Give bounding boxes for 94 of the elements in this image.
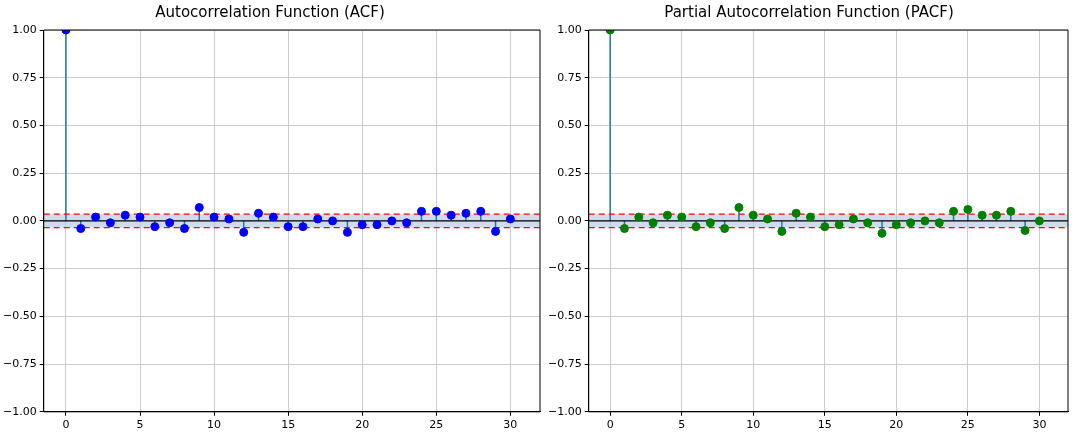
point	[194, 203, 204, 213]
point	[105, 218, 115, 228]
y-tick-label: 1.00	[12, 22, 37, 36]
point	[313, 214, 323, 224]
point	[777, 226, 787, 236]
point	[720, 224, 730, 234]
point	[283, 222, 293, 232]
point	[820, 222, 830, 232]
point	[387, 216, 397, 226]
x-tick-label: 25	[429, 418, 444, 432]
point	[446, 210, 456, 220]
point	[991, 210, 1001, 220]
point	[648, 218, 658, 228]
x-tick-label: 15	[281, 418, 296, 432]
point	[963, 204, 973, 214]
point	[402, 218, 412, 228]
point	[705, 218, 715, 228]
point	[328, 216, 338, 226]
y-tick-label: 0.00	[12, 213, 37, 227]
x-tick-label: 10	[207, 418, 222, 432]
point	[254, 208, 264, 218]
point	[416, 206, 426, 216]
y-tick-label: 1.00	[557, 22, 582, 36]
y-tick-label: 0.50	[12, 118, 37, 132]
point	[461, 208, 471, 218]
point	[1006, 206, 1016, 216]
point	[619, 224, 629, 234]
point	[734, 203, 744, 213]
point	[949, 206, 959, 216]
y-tick-label: −0.25	[2, 261, 37, 275]
x-tick-label: 5	[678, 418, 686, 432]
point	[91, 212, 101, 222]
point	[298, 222, 308, 232]
point	[431, 206, 441, 216]
x-tick-label: 20	[355, 418, 370, 432]
point	[224, 214, 234, 224]
y-tick-label: 0.75	[12, 70, 37, 84]
x-tick-label: 0	[606, 418, 614, 432]
point	[877, 228, 887, 238]
point	[848, 214, 858, 224]
point	[491, 226, 501, 236]
point	[891, 220, 901, 230]
point	[120, 210, 130, 220]
point	[763, 214, 773, 224]
point	[476, 206, 486, 216]
point	[357, 220, 367, 230]
y-tick-label: 0.75	[557, 70, 582, 84]
x-tick-label: 0	[62, 418, 70, 432]
y-tick-label: 0.50	[557, 118, 582, 132]
y-tick-label: 0.25	[557, 166, 582, 180]
point	[662, 210, 672, 220]
point	[791, 208, 801, 218]
y-tick-label: −1.00	[2, 404, 37, 418]
point	[920, 216, 930, 226]
point	[342, 227, 352, 237]
x-tick-label: 15	[817, 418, 832, 432]
point	[691, 222, 701, 232]
point	[677, 212, 687, 222]
point	[239, 227, 249, 237]
point	[179, 224, 189, 234]
y-tick-label: −0.50	[2, 309, 37, 323]
point	[863, 218, 873, 228]
y-tick-label: −0.75	[2, 356, 37, 370]
point	[977, 210, 987, 220]
y-tick-label: −0.50	[547, 309, 582, 323]
point	[76, 224, 86, 234]
y-tick-label: −0.75	[547, 356, 582, 370]
chart-title: Partial Autocorrelation Function (PACF)	[664, 2, 954, 21]
point	[634, 212, 644, 222]
x-tick-label: 10	[746, 418, 761, 432]
x-tick-label: 5	[136, 418, 144, 432]
point	[934, 218, 944, 228]
point	[505, 214, 515, 224]
chart-title: Autocorrelation Function (ACF)	[155, 2, 385, 21]
point	[1020, 225, 1030, 235]
point	[748, 210, 758, 220]
point	[135, 212, 145, 222]
point	[165, 218, 175, 228]
point	[906, 218, 916, 228]
x-tick-label: 30	[1032, 418, 1047, 432]
y-tick-label: 0.25	[12, 166, 37, 180]
x-tick-label: 30	[503, 418, 518, 432]
x-tick-label: 20	[889, 418, 904, 432]
y-tick-label: 0.00	[557, 213, 582, 227]
point	[372, 220, 382, 230]
point	[834, 220, 844, 230]
point	[150, 222, 160, 232]
y-tick-label: −1.00	[547, 404, 582, 418]
x-tick-label: 25	[960, 418, 975, 432]
point	[805, 212, 815, 222]
point	[209, 212, 219, 222]
y-tick-label: −0.25	[547, 261, 582, 275]
point	[268, 212, 278, 222]
point	[1034, 216, 1044, 226]
